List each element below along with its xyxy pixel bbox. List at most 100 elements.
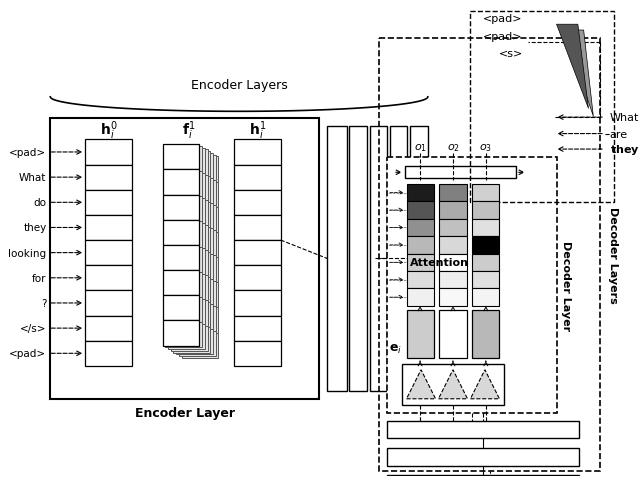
Bar xyxy=(179,306,216,331)
Bar xyxy=(179,155,216,181)
Bar xyxy=(440,254,467,272)
Bar xyxy=(406,310,434,358)
Text: </s>: </s> xyxy=(20,323,47,333)
Bar xyxy=(234,215,281,241)
Bar xyxy=(440,237,467,254)
Bar xyxy=(168,299,205,324)
Text: $\mathbf{e}_{i}$: $\mathbf{e}_{i}$ xyxy=(388,342,402,355)
Bar xyxy=(349,127,367,391)
Polygon shape xyxy=(470,370,499,399)
Bar xyxy=(387,421,579,439)
Bar xyxy=(402,364,504,405)
Bar xyxy=(176,204,213,229)
Text: do: do xyxy=(33,198,47,208)
Text: <pad>: <pad> xyxy=(10,348,47,359)
Bar xyxy=(406,272,434,289)
Text: <pad>: <pad> xyxy=(483,32,523,42)
Polygon shape xyxy=(557,25,589,109)
Bar xyxy=(163,271,200,296)
Bar xyxy=(163,145,200,170)
Bar xyxy=(173,252,210,277)
Text: Encoder Layers: Encoder Layers xyxy=(191,79,287,92)
Bar xyxy=(171,301,207,326)
Bar xyxy=(440,310,467,358)
Polygon shape xyxy=(406,370,436,399)
Bar xyxy=(179,206,216,231)
Bar xyxy=(176,229,213,254)
Bar xyxy=(440,219,467,237)
Bar xyxy=(85,316,132,341)
Text: are: are xyxy=(610,129,628,139)
Bar xyxy=(470,12,614,203)
Bar xyxy=(85,341,132,366)
Text: $\mathbf{f}_{i}^{1}$: $\mathbf{f}_{i}^{1}$ xyxy=(182,119,195,142)
Bar xyxy=(168,224,205,249)
Text: Decoder Layers: Decoder Layers xyxy=(608,207,618,303)
Bar xyxy=(234,291,281,316)
Polygon shape xyxy=(564,31,593,117)
Bar xyxy=(85,165,132,190)
Bar xyxy=(171,276,207,301)
Bar xyxy=(176,330,213,354)
Bar xyxy=(165,297,202,322)
Text: $\mathbf{h}_{i}^{1}$: $\mathbf{h}_{i}^{1}$ xyxy=(249,119,266,142)
Polygon shape xyxy=(200,140,234,366)
Bar xyxy=(182,182,218,207)
Bar xyxy=(176,279,213,304)
Bar xyxy=(165,222,202,247)
Bar xyxy=(85,291,132,316)
Bar xyxy=(171,200,207,226)
Text: looking: looking xyxy=(8,248,47,258)
Text: <s>: <s> xyxy=(499,49,523,59)
Bar xyxy=(472,184,499,202)
Text: Decoder Layer: Decoder Layer xyxy=(561,241,572,331)
Text: $\mathbf{they}$: $\mathbf{they}$ xyxy=(610,143,639,157)
Text: Attention: Attention xyxy=(410,258,469,268)
Bar xyxy=(179,331,216,356)
Bar xyxy=(176,254,213,279)
Bar xyxy=(179,256,216,281)
Bar xyxy=(173,302,210,328)
Bar xyxy=(234,266,281,291)
Text: $\mathbf{h}_{i}^{0}$: $\mathbf{h}_{i}^{0}$ xyxy=(100,119,117,142)
Bar xyxy=(370,127,387,391)
Bar xyxy=(182,157,218,182)
Bar xyxy=(171,226,207,251)
Bar xyxy=(85,140,132,165)
Bar xyxy=(165,147,202,172)
Bar xyxy=(234,190,281,215)
Bar xyxy=(176,304,213,330)
Bar xyxy=(85,266,132,291)
Bar xyxy=(171,251,207,276)
Bar xyxy=(179,181,216,206)
Bar xyxy=(51,119,319,399)
Bar xyxy=(168,324,205,349)
Bar xyxy=(173,277,210,302)
Bar xyxy=(406,237,434,254)
Bar xyxy=(472,219,499,237)
Bar xyxy=(163,321,200,346)
Bar xyxy=(472,289,499,306)
Bar xyxy=(387,475,579,484)
Bar xyxy=(404,167,516,179)
Bar xyxy=(165,172,202,197)
Text: ?: ? xyxy=(41,298,47,308)
Bar xyxy=(165,247,202,272)
Bar xyxy=(173,177,210,202)
Bar xyxy=(179,231,216,256)
Bar xyxy=(182,333,218,358)
Bar xyxy=(234,316,281,341)
Bar xyxy=(163,195,200,220)
Bar xyxy=(472,310,499,358)
Bar xyxy=(234,341,281,366)
Bar xyxy=(163,245,200,271)
Bar xyxy=(171,326,207,351)
Bar xyxy=(234,140,281,165)
Bar xyxy=(390,127,408,391)
Bar xyxy=(85,241,132,266)
Bar xyxy=(182,308,218,333)
Bar xyxy=(168,174,205,198)
Bar xyxy=(380,39,600,471)
Bar xyxy=(440,184,467,202)
Text: What: What xyxy=(19,173,47,183)
